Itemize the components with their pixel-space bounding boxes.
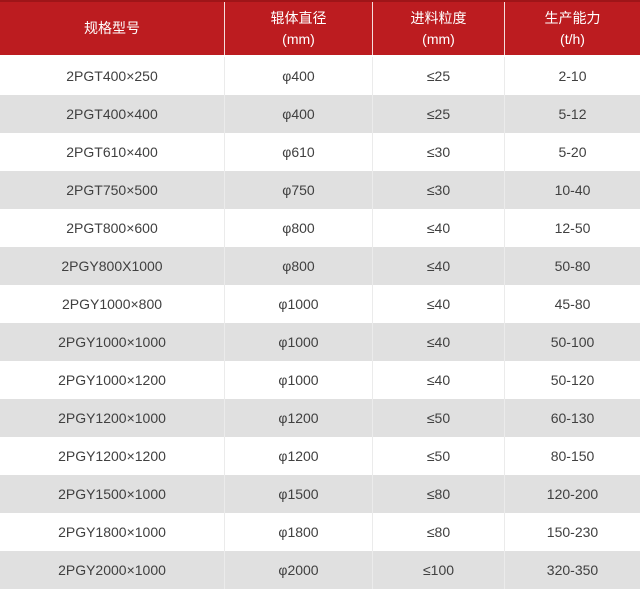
cell-capacity: 120-200: [546, 486, 599, 502]
cell-roller-diameter: φ750: [225, 171, 373, 209]
table-row: 2PGY1000×800 φ1000 ≤40 45-80: [0, 285, 640, 323]
cell-feed-size: ≤100: [373, 551, 505, 589]
header-unit: (mm): [282, 30, 315, 47]
cell-feed-size: ≤40: [373, 209, 505, 247]
table-row: 2PGY1000×1200 φ1000 ≤40 50-120: [0, 361, 640, 399]
cell-model: 2PGT610×400: [0, 133, 225, 171]
table-header-row: 规格型号 辊体直径 (mm) 进料粒度 (mm) 生产能力 (t/h): [0, 0, 640, 55]
cell-model: 2PGY1200×1200: [0, 437, 225, 475]
cell-model: 2PGT750×500: [0, 171, 225, 209]
cell-roller-diameter: φ2000: [225, 551, 373, 589]
cell-capacity: 5-20: [558, 144, 587, 160]
cell-capacity: 50-80: [554, 258, 591, 274]
header-cell-capacity: 生产能力 (t/h): [505, 2, 640, 55]
header-label: 生产能力: [544, 9, 601, 26]
cell-roller-diameter: φ1800: [225, 513, 373, 551]
table-row: 2PGT750×500 φ750 ≤30 10-40: [0, 171, 640, 209]
table-row: 2PGT610×400 φ610 ≤30 5-20: [0, 133, 640, 171]
cell-roller-diameter: φ1000: [225, 285, 373, 323]
cell-model: 2PGY800X1000: [0, 247, 225, 285]
cell-feed-size: ≤50: [373, 437, 505, 475]
cell-feed-size: ≤40: [373, 285, 505, 323]
table-row: 2PGY1800×1000 φ1800 ≤80 150-230: [0, 513, 640, 551]
cell-model: 2PGY1200×1000: [0, 399, 225, 437]
cell-roller-diameter: φ1200: [225, 437, 373, 475]
cell-feed-size: ≤25: [373, 95, 505, 133]
cell-capacity: 150-230: [546, 524, 599, 540]
cell-capacity: 320-350: [546, 562, 599, 578]
cell-roller-diameter: φ400: [225, 95, 373, 133]
table-row: 2PGY1500×1000 φ1500 ≤80 120-200: [0, 475, 640, 513]
cell-capacity: 10-40: [554, 182, 591, 198]
cell-roller-diameter: φ800: [225, 209, 373, 247]
cell-roller-diameter: φ610: [225, 133, 373, 171]
cell-feed-size: ≤80: [373, 475, 505, 513]
cell-model: 2PGY2000×1000: [0, 551, 225, 589]
header-unit: (mm): [422, 30, 455, 47]
cell-model: 2PGY1800×1000: [0, 513, 225, 551]
cell-capacity: 2-10: [558, 68, 587, 84]
table-row: 2PGT400×400 φ400 ≤25 5-12: [0, 95, 640, 133]
header-cell-model: 规格型号: [0, 2, 225, 55]
cell-model: 2PGT400×250: [0, 57, 225, 95]
cell-model: 2PGY1500×1000: [0, 475, 225, 513]
cell-roller-diameter: φ1200: [225, 399, 373, 437]
header-cell-roller-diameter: 辊体直径 (mm): [225, 2, 373, 55]
cell-capacity: 12-50: [554, 220, 591, 236]
table-row: 2PGY1200×1200 φ1200 ≤50 80-150: [0, 437, 640, 475]
header-label: 进料粒度: [410, 9, 467, 26]
cell-feed-size: ≤30: [373, 133, 505, 171]
cell-model: 2PGY1000×1200: [0, 361, 225, 399]
cell-feed-size: ≤40: [373, 361, 505, 399]
cell-feed-size: ≤30: [373, 171, 505, 209]
cell-roller-diameter: φ400: [225, 57, 373, 95]
header-cell-feed-size: 进料粒度 (mm): [373, 2, 505, 55]
cell-feed-size: ≤25: [373, 57, 505, 95]
cell-feed-size: ≤50: [373, 399, 505, 437]
cell-capacity: 60-130: [550, 410, 595, 426]
cell-model: 2PGT800×600: [0, 209, 225, 247]
cell-model: 2PGT400×400: [0, 95, 225, 133]
cell-roller-diameter: φ1500: [225, 475, 373, 513]
table-row: 2PGT800×600 φ800 ≤40 12-50: [0, 209, 640, 247]
header-label: 规格型号: [84, 20, 140, 36]
table-row: 2PGY2000×1000 φ2000 ≤100 320-350: [0, 551, 640, 589]
cell-roller-diameter: φ1000: [225, 361, 373, 399]
cell-capacity: 5-12: [558, 106, 587, 122]
table-row: 2PGY1000×1000 φ1000 ≤40 50-100: [0, 323, 640, 361]
cell-capacity: 80-150: [550, 448, 595, 464]
cell-model: 2PGY1000×800: [0, 285, 225, 323]
cell-feed-size: ≤40: [373, 247, 505, 285]
cell-capacity: 50-120: [550, 372, 595, 388]
table-row: 2PGY1200×1000 φ1200 ≤50 60-130: [0, 399, 640, 437]
cell-roller-diameter: φ800: [225, 247, 373, 285]
cell-feed-size: ≤40: [373, 323, 505, 361]
table-body: 2PGT400×250 φ400 ≤25 2-10 2PGT400×400 φ4…: [0, 57, 640, 589]
header-label: 辊体直径: [270, 9, 327, 26]
cell-feed-size: ≤80: [373, 513, 505, 551]
cell-roller-diameter: φ1000: [225, 323, 373, 361]
table-row: 2PGT400×250 φ400 ≤25 2-10: [0, 57, 640, 95]
table-row: 2PGY800X1000 φ800 ≤40 50-80: [0, 247, 640, 285]
cell-capacity: 45-80: [554, 296, 591, 312]
cell-model: 2PGY1000×1000: [0, 323, 225, 361]
cell-capacity: 50-100: [550, 334, 595, 350]
header-unit: (t/h): [560, 30, 585, 47]
